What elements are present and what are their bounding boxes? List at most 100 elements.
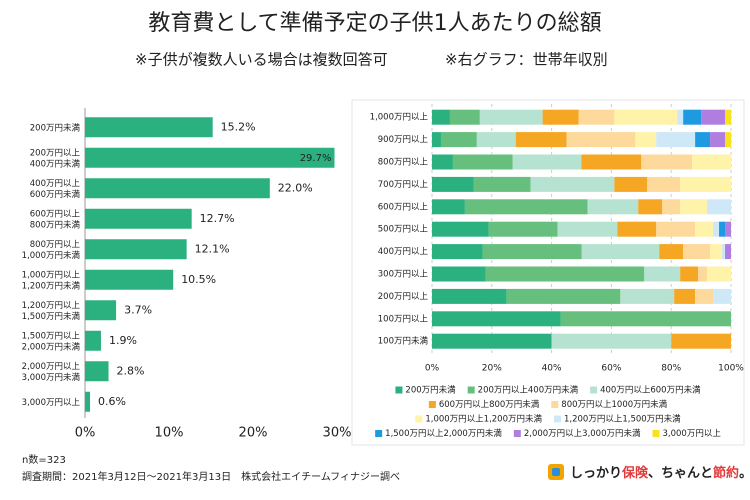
y-tick-label: 1,500万円以上 2,000万円未満 bbox=[22, 331, 81, 352]
survey-period: 調査期間：2021年3月12日～2021年3月13日 株式会社エイチームフィナジ… bbox=[22, 470, 400, 483]
y-tick-label: 700万円以上 bbox=[378, 180, 429, 190]
bar-segment bbox=[617, 221, 657, 237]
y-tick-label-line: 1,200万円以上 bbox=[22, 300, 81, 310]
value-label: 3.7% bbox=[124, 303, 152, 316]
legend-row: 1,500万円以上2,000万円未満 2,000万円以上3,000万円未満 3,00… bbox=[375, 428, 721, 439]
y-tick-label-line: 200万円以上 bbox=[30, 148, 81, 158]
y-tick-label-line: 3,000万円以上 bbox=[22, 397, 81, 407]
bar-segment bbox=[707, 266, 731, 282]
logo-part: 節約 bbox=[713, 465, 739, 481]
bar-segment bbox=[701, 109, 726, 125]
value-label: 12.1% bbox=[195, 242, 230, 255]
legend-swatch bbox=[428, 401, 436, 408]
bar-segment bbox=[432, 221, 489, 237]
bar-segment bbox=[656, 132, 696, 148]
legend-label: 3,000万円以上 bbox=[663, 429, 722, 439]
x-tick-label: 20% bbox=[239, 426, 268, 441]
bar-segment bbox=[581, 244, 660, 260]
x-tick-label: 100% bbox=[718, 364, 744, 374]
bar-segment bbox=[656, 221, 696, 237]
x-tick-label: 0% bbox=[75, 426, 96, 441]
bar-segment bbox=[713, 221, 720, 237]
value-label: 15.2% bbox=[221, 120, 256, 133]
bar-segment bbox=[725, 244, 731, 260]
bar-segment bbox=[557, 221, 618, 237]
bar-segment bbox=[506, 288, 621, 304]
legend-swatch bbox=[375, 430, 383, 437]
bar-segment bbox=[432, 176, 474, 192]
bar-segment bbox=[683, 109, 702, 125]
plot-frame bbox=[351, 99, 745, 446]
bar-segment bbox=[707, 199, 731, 215]
bar-segment bbox=[683, 244, 711, 260]
bar-segment bbox=[452, 154, 513, 170]
bar-segment bbox=[644, 266, 681, 282]
bar-segment bbox=[432, 288, 507, 304]
bar-segment bbox=[614, 109, 678, 125]
x-tick-label: 20% bbox=[482, 364, 502, 374]
y-tick-label-line: 1,200万円未満 bbox=[22, 280, 81, 291]
bar-segment bbox=[614, 176, 648, 192]
legend-label: 800万円以上1000万円未満 bbox=[561, 399, 667, 410]
bar-segment bbox=[680, 199, 708, 215]
bar bbox=[85, 147, 335, 168]
bar-segment bbox=[713, 288, 731, 304]
bar-segment bbox=[680, 176, 731, 192]
y-tick-label-line: 1,500万円以上 bbox=[22, 331, 81, 341]
bar-segment bbox=[530, 176, 615, 192]
bar-segment bbox=[710, 132, 726, 148]
bar-segment bbox=[719, 221, 726, 237]
logo-part: 保険 bbox=[621, 465, 649, 481]
bar bbox=[85, 391, 91, 412]
bar-segment bbox=[464, 199, 588, 215]
legend-label: 1,500万円以上2,000万円未満 bbox=[385, 428, 502, 439]
value-label: 29.7% bbox=[300, 153, 332, 164]
bar-segment bbox=[695, 288, 714, 304]
y-tick-label-line: 1,500万円未満 bbox=[22, 310, 81, 321]
legend-row: 200万円未満 200万円以上400万円未満 400万円以上600万円未満 bbox=[395, 385, 701, 396]
bar bbox=[85, 361, 109, 382]
bar-segment bbox=[587, 199, 639, 215]
y-tick-label: 200万円未満 bbox=[30, 122, 81, 133]
bar bbox=[85, 239, 187, 260]
value-label: 0.6% bbox=[98, 395, 126, 408]
legend-swatch bbox=[467, 386, 475, 394]
value-label: 12.7% bbox=[200, 212, 235, 225]
bar-segment bbox=[432, 109, 450, 125]
note: ※右グラフ：世帯年収別 bbox=[445, 51, 608, 69]
bar-segment bbox=[542, 109, 579, 125]
legend-label: 200万円未満 bbox=[405, 385, 456, 396]
bar-segment bbox=[485, 266, 645, 282]
value-label: 2.8% bbox=[117, 364, 145, 377]
bar-segment bbox=[662, 199, 681, 215]
bar-segment bbox=[695, 221, 714, 237]
y-tick-label: 600万円以上 800万円未満 bbox=[30, 209, 81, 230]
bar-segment bbox=[635, 132, 657, 148]
y-tick-label: 200万円以上 bbox=[378, 292, 429, 302]
logo-icon bbox=[552, 468, 560, 476]
bar-segment bbox=[515, 132, 567, 148]
bar-segment bbox=[638, 199, 663, 215]
legend-label: 1,000万円以上1,200万円未満 bbox=[425, 414, 542, 425]
bar-segment bbox=[432, 311, 561, 327]
legend-row: 600万円以上800万円未満 800万円以上1000万円未満 bbox=[428, 399, 668, 410]
y-tick-label: 400万円以上 bbox=[378, 247, 429, 257]
y-tick-label-line: 600万円以上 bbox=[30, 209, 81, 219]
y-tick-label: 2,000万円以上 3,000万円未満 bbox=[22, 361, 81, 382]
bar-segment bbox=[512, 154, 582, 170]
bar-segment bbox=[551, 333, 672, 349]
y-tick-label-line: 1,000万円以上 bbox=[22, 270, 81, 280]
legend-swatch bbox=[395, 386, 403, 394]
y-tick-label-line: 800万円未満 bbox=[30, 219, 81, 230]
x-tick-label: 60% bbox=[601, 364, 621, 374]
bar bbox=[85, 269, 174, 290]
bar-segment bbox=[440, 132, 477, 148]
legend-label: 200万円以上400万円未満 bbox=[478, 385, 579, 396]
y-tick-label-line: 800万円以上 bbox=[30, 239, 81, 249]
logo-part: 、ちゃんと bbox=[648, 466, 713, 481]
y-tick-label: 1,000万円以上 bbox=[370, 113, 429, 123]
logo: しっかり保険、ちゃんと節約。 bbox=[570, 465, 750, 481]
y-tick-label: 100万円未満 bbox=[378, 336, 429, 347]
y-tick-label-line: 400万円未満 bbox=[30, 158, 81, 169]
bar-segment bbox=[695, 132, 711, 148]
